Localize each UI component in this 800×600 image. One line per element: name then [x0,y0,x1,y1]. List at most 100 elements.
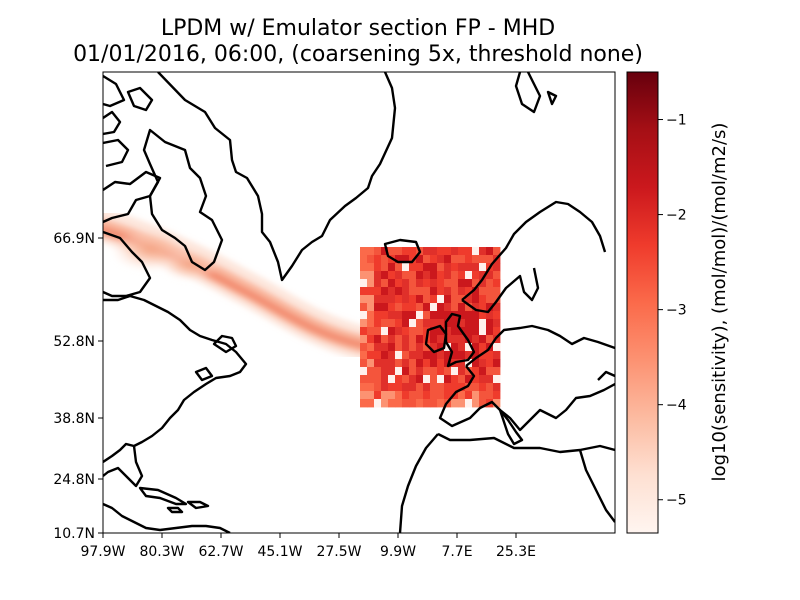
emulator-cell [493,383,501,392]
emulator-cell [430,271,438,280]
emulator-cell [367,279,375,288]
emulator-cell [374,255,382,264]
emulator-cell [388,343,396,352]
emulator-cell [381,383,389,392]
emulator-cell [437,311,445,320]
emulator-cell [472,375,480,384]
emulator-cell [472,335,480,344]
emulator-cell [444,343,452,352]
emulator-cell [402,247,410,256]
emulator-cell [402,295,410,304]
emulator-cell [451,271,459,280]
emulator-cell [465,271,473,280]
emulator-cell [486,367,494,376]
emulator-cell [381,279,389,288]
emulator-cell [360,287,368,296]
emulator-cell [465,319,473,328]
emulator-cell [458,359,466,368]
emulator-cell [395,375,403,384]
emulator-cell [472,255,480,264]
emulator-cell [451,351,459,360]
emulator-cell [444,255,452,264]
emulator-cell [367,263,375,272]
emulator-cell [402,311,410,320]
emulator-cell [395,391,403,400]
emulator-cell [381,359,389,368]
emulator-cell [479,303,487,312]
emulator-cell [374,367,382,376]
emulator-cell [381,391,389,400]
emulator-cell [367,327,375,336]
emulator-cell [479,279,487,288]
emulator-cell [381,367,389,376]
emulator-cell [374,391,382,400]
emulator-cell [367,351,375,360]
emulator-cell [360,375,368,384]
x-tick-label: 25.3E [496,544,536,560]
emulator-cell [423,271,431,280]
emulator-cell [409,391,417,400]
emulator-cell [416,287,424,296]
emulator-cell [381,271,389,280]
emulator-cell [437,359,445,368]
emulator-cell [458,351,466,360]
emulator-cell [437,327,445,336]
emulator-cell [395,279,403,288]
emulator-cell [458,271,466,280]
emulator-cell [479,367,487,376]
emulator-cell [458,343,466,352]
emulator-cell [416,343,424,352]
y-tick-label: 10.7N [53,526,95,542]
emulator-cell [465,375,473,384]
emulator-cell [381,327,389,336]
emulator-cell [416,295,424,304]
emulator-cell [437,399,445,408]
emulator-cell [395,343,403,352]
y-tick-label: 66.9N [53,231,95,247]
emulator-cell [472,263,480,272]
emulator-cell [486,255,494,264]
emulator-cell [437,303,445,312]
emulator-cell [423,367,431,376]
emulator-cell [381,303,389,312]
emulator-cell [367,343,375,352]
emulator-cell [409,263,417,272]
emulator-cell [367,255,375,264]
emulator-cell [479,343,487,352]
emulator-cell [374,311,382,320]
emulator-cell [381,343,389,352]
emulator-cell [444,383,452,392]
emulator-cell [395,287,403,296]
emulator-cell [416,351,424,360]
emulator-cell [374,343,382,352]
emulator-cell [423,343,431,352]
emulator-cell [360,303,368,312]
emulator-cell [486,303,494,312]
colorbar-ticks: −1 −2 −3 −4 −5 [658,113,687,509]
emulator-cell [409,367,417,376]
emulator-cell [374,303,382,312]
emulator-cell [437,351,445,360]
emulator-cell [472,391,480,400]
emulator-cell [493,287,501,296]
emulator-cell [423,319,431,328]
emulator-cell [479,295,487,304]
emulator-cell [472,383,480,392]
emulator-cell [472,311,480,320]
emulator-cell [430,263,438,272]
emulator-cell [367,335,375,344]
emulator-cell [444,263,452,272]
emulator-cell [423,351,431,360]
emulator-cell [416,399,424,408]
emulator-cell [402,279,410,288]
x-tick-label: 97.9W [80,544,125,560]
emulator-cell [423,255,431,264]
emulator-cell [430,399,438,408]
emulator-cell [416,311,424,320]
emulator-cell [402,375,410,384]
emulator-cell [409,295,417,304]
emulator-cell [465,303,473,312]
emulator-cell [472,303,480,312]
emulator-cell [493,311,501,320]
emulator-cell [493,343,501,352]
